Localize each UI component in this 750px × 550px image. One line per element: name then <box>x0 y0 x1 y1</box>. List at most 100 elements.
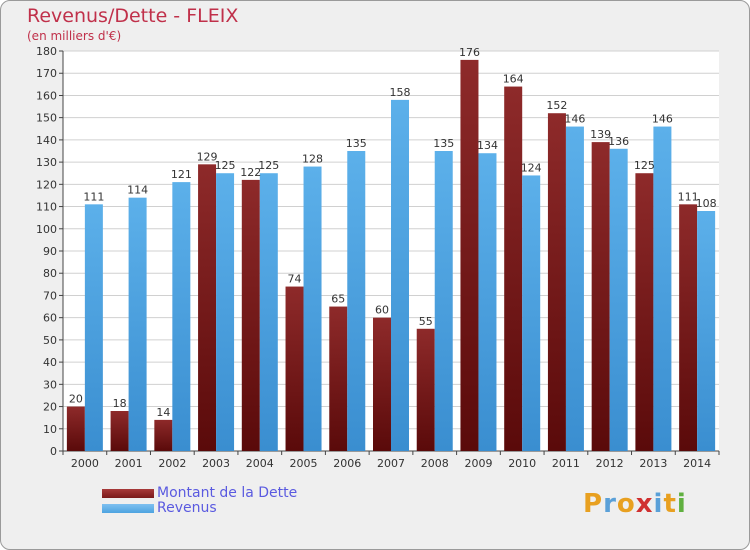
data-label-revenus: 135 <box>433 137 454 150</box>
legend-swatch-revenus <box>102 504 154 513</box>
logo-letter: i <box>676 489 687 519</box>
x-tick-label: 2011 <box>552 457 580 470</box>
bar-revenus <box>216 173 235 451</box>
chart-subtitle: (en milliers d'€) <box>27 29 122 43</box>
data-label-revenus: 135 <box>346 137 367 150</box>
y-tick-label: 130 <box>36 156 57 169</box>
y-tick-label: 20 <box>43 401 57 414</box>
x-tick-label: 2004 <box>246 457 274 470</box>
x-tick-label: 2012 <box>596 457 624 470</box>
data-label-dette: 55 <box>419 315 433 328</box>
bar-dette <box>154 419 173 451</box>
legend-label-revenus: Revenus <box>157 500 217 516</box>
y-tick-label: 50 <box>43 334 57 347</box>
data-label-dette: 164 <box>503 73 524 86</box>
data-label-dette: 65 <box>331 293 345 306</box>
bar-revenus <box>697 211 716 451</box>
y-tick-label: 120 <box>36 178 57 191</box>
logo-letter: P <box>583 489 604 519</box>
bar-revenus <box>347 151 366 451</box>
data-label-revenus: 146 <box>564 113 585 126</box>
data-label-dette: 176 <box>459 46 480 59</box>
data-label-revenus: 128 <box>302 153 323 166</box>
data-label-revenus: 136 <box>608 135 629 148</box>
data-label-dette: 20 <box>69 393 83 406</box>
y-tick-label: 0 <box>50 445 57 458</box>
x-tick-label: 2002 <box>158 457 186 470</box>
bar-dette <box>504 86 523 452</box>
data-label-dette: 122 <box>240 166 261 179</box>
data-label-dette: 111 <box>678 190 699 203</box>
data-label-dette: 14 <box>156 406 170 419</box>
y-tick-label: 80 <box>43 267 57 280</box>
y-tick-label: 70 <box>43 289 57 302</box>
bar-dette <box>329 306 348 451</box>
y-tick-label: 10 <box>43 423 57 436</box>
bar-revenus <box>653 126 672 452</box>
data-label-revenus: 114 <box>127 184 148 197</box>
y-tick-label: 100 <box>36 223 57 236</box>
logo-letter: x <box>635 489 654 519</box>
bar-revenus <box>565 126 584 452</box>
bar-dette <box>547 113 566 451</box>
bar-revenus <box>259 173 278 451</box>
bar-dette <box>679 204 698 451</box>
data-label-dette: 125 <box>634 159 655 172</box>
data-label-revenus: 125 <box>258 159 279 172</box>
data-label-revenus: 124 <box>521 161 542 174</box>
x-tick-label: 2010 <box>508 457 536 470</box>
chart-title: Revenus/Dette - FLEIX <box>27 5 239 27</box>
bar-revenus <box>478 153 497 451</box>
data-label-revenus: 158 <box>390 86 411 99</box>
bar-dette <box>241 179 260 451</box>
data-label-revenus: 111 <box>83 190 104 203</box>
data-label-revenus: 134 <box>477 139 498 152</box>
logo-letter: r <box>603 489 617 519</box>
bar-dette <box>635 173 654 451</box>
bar-dette <box>416 328 435 451</box>
bar-dette <box>198 164 217 452</box>
y-tick-label: 90 <box>43 245 57 258</box>
data-label-dette: 74 <box>288 273 302 286</box>
y-tick-label: 40 <box>43 356 57 369</box>
x-tick-label: 2013 <box>639 457 667 470</box>
x-tick-label: 2009 <box>464 457 492 470</box>
bar-revenus <box>434 151 453 451</box>
logo-letter: i <box>653 489 664 519</box>
bar-revenus <box>128 197 147 451</box>
bar-dette <box>285 286 304 451</box>
data-label-dette: 60 <box>375 304 389 317</box>
y-tick-label: 30 <box>43 378 57 391</box>
data-label-dette: 152 <box>546 99 567 112</box>
x-tick-label: 2000 <box>71 457 99 470</box>
logo-letter: t <box>663 489 677 519</box>
x-tick-label: 2008 <box>421 457 449 470</box>
x-tick-label: 2014 <box>683 457 711 470</box>
y-tick-label: 150 <box>36 112 57 125</box>
legend-swatch-dette <box>102 489 154 498</box>
x-tick-label: 2006 <box>333 457 361 470</box>
bar-revenus <box>609 148 628 451</box>
bar-dette <box>66 406 85 451</box>
y-tick-label: 170 <box>36 67 57 80</box>
x-tick-label: 2007 <box>377 457 405 470</box>
bar-revenus <box>522 175 541 451</box>
bar-revenus <box>172 182 191 451</box>
y-tick-label: 160 <box>36 89 57 102</box>
data-label-revenus: 125 <box>215 159 236 172</box>
bar-dette <box>110 411 129 451</box>
bar-dette <box>591 142 610 451</box>
bar-revenus <box>391 99 409 451</box>
bar-revenus <box>303 166 322 452</box>
y-tick-label: 180 <box>36 45 57 58</box>
data-label-revenus: 146 <box>652 113 673 126</box>
proxiti-logo: Proxiti <box>583 489 687 519</box>
y-tick-label: 140 <box>36 134 57 147</box>
data-label-revenus: 108 <box>696 197 717 210</box>
data-label-revenus: 121 <box>171 168 192 181</box>
data-label-dette: 129 <box>197 150 218 163</box>
bar-revenus <box>84 204 103 451</box>
x-tick-label: 2005 <box>290 457 318 470</box>
